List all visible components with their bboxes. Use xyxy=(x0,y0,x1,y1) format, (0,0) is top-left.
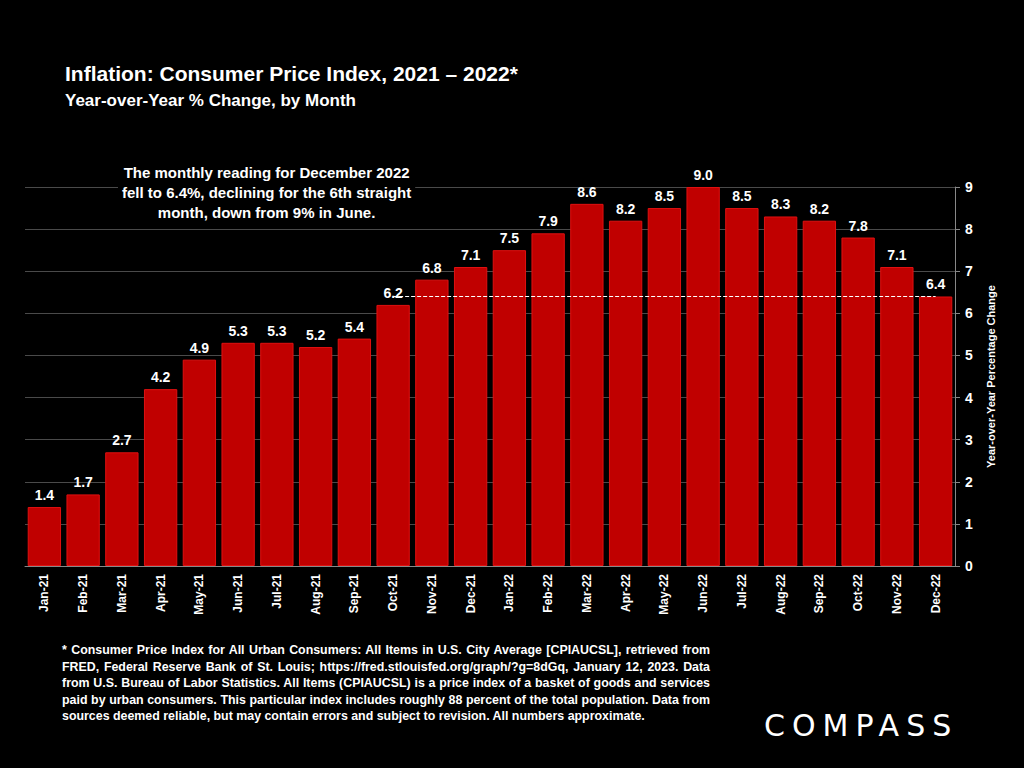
svg-text:2.7: 2.7 xyxy=(112,432,132,448)
svg-text:Dec-22: Dec-22 xyxy=(929,574,943,614)
svg-text:1.4: 1.4 xyxy=(35,487,55,503)
svg-text:Sep-21: Sep-21 xyxy=(347,574,361,614)
svg-text:5.4: 5.4 xyxy=(345,319,365,335)
svg-text:May-21: May-21 xyxy=(192,574,206,615)
svg-text:8.2: 8.2 xyxy=(616,201,636,217)
svg-text:5: 5 xyxy=(965,347,973,363)
svg-text:9: 9 xyxy=(965,179,973,195)
svg-text:Jul-21: Jul-21 xyxy=(270,574,284,609)
svg-text:8: 8 xyxy=(965,221,973,237)
svg-text:4.9: 4.9 xyxy=(190,340,210,356)
svg-text:5.3: 5.3 xyxy=(267,323,287,339)
html-text:* Consumer Price Index for All: * Consumer Price Index for All Urban Con… xyxy=(62,643,710,723)
svg-text:Year-over-Year % Change, by Mo: Year-over-Year % Change, by Month xyxy=(65,91,356,110)
svg-text:Jan-21: Jan-21 xyxy=(37,574,51,612)
svg-text:5.3: 5.3 xyxy=(228,323,248,339)
svg-text:4.2: 4.2 xyxy=(151,369,171,385)
svg-text:6.2: 6.2 xyxy=(383,285,403,301)
svg-text:Jul-22: Jul-22 xyxy=(735,574,749,609)
svg-text:6: 6 xyxy=(965,305,973,321)
svg-text:9.0: 9.0 xyxy=(693,167,713,183)
svg-text:Oct-22: Oct-22 xyxy=(851,574,865,612)
svg-text:8.3: 8.3 xyxy=(771,196,791,212)
svg-text:Mar-22: Mar-22 xyxy=(580,574,594,613)
svg-text:month, down from 9% in June.: month, down from 9% in June. xyxy=(158,204,376,221)
svg-text:1: 1 xyxy=(965,516,973,532)
svg-text:Feb-21: Feb-21 xyxy=(76,574,90,613)
svg-text:Jun-21: Jun-21 xyxy=(231,574,245,613)
svg-text:Jan-22: Jan-22 xyxy=(502,574,516,612)
svg-text:Feb-22: Feb-22 xyxy=(541,574,555,613)
svg-text:Oct-21: Oct-21 xyxy=(386,574,400,612)
svg-text:Jun-22: Jun-22 xyxy=(696,574,710,613)
svg-text:7.8: 7.8 xyxy=(848,218,868,234)
svg-text:2: 2 xyxy=(965,474,973,490)
svg-text:7.1: 7.1 xyxy=(461,247,481,263)
svg-text:Aug-21: Aug-21 xyxy=(309,574,323,615)
svg-text:5.2: 5.2 xyxy=(306,327,326,343)
svg-text:Nov-22: Nov-22 xyxy=(890,574,904,614)
svg-text:The monthly reading for Decemb: The monthly reading for December 2022 xyxy=(124,164,410,181)
html-text:COMPASS: COMPASS xyxy=(764,708,959,743)
svg-text:Nov-21: Nov-21 xyxy=(425,574,439,614)
svg-text:fell to 6.4%, declining for th: fell to 6.4%, declining for the 6th stra… xyxy=(122,184,411,201)
svg-text:4: 4 xyxy=(965,390,973,406)
svg-text:Sep-22: Sep-22 xyxy=(812,574,826,614)
svg-text:8.2: 8.2 xyxy=(810,201,830,217)
svg-text:7.9: 7.9 xyxy=(538,213,558,229)
svg-text:Apr-22: Apr-22 xyxy=(619,574,633,612)
svg-text:Apr-21: Apr-21 xyxy=(154,574,168,612)
svg-text:7: 7 xyxy=(965,263,973,279)
svg-text:Dec-21: Dec-21 xyxy=(464,574,478,614)
svg-text:8.6: 8.6 xyxy=(577,184,597,200)
svg-text:7.1: 7.1 xyxy=(887,247,907,263)
svg-text:Aug-22: Aug-22 xyxy=(774,574,788,615)
svg-text:7.5: 7.5 xyxy=(500,230,520,246)
svg-text:6.4: 6.4 xyxy=(926,276,946,292)
svg-text:May-22: May-22 xyxy=(657,574,671,615)
svg-text:8.5: 8.5 xyxy=(655,188,675,204)
svg-text:Inflation: Consumer Price Inde: Inflation: Consumer Price Index, 2021 – … xyxy=(65,62,519,85)
svg-text:3: 3 xyxy=(965,432,973,448)
svg-text:0: 0 xyxy=(965,558,973,574)
svg-text:6.8: 6.8 xyxy=(422,260,442,276)
svg-text:Year-over-Year Percentage Chan: Year-over-Year Percentage Change xyxy=(985,285,997,468)
svg-text:1.7: 1.7 xyxy=(73,474,93,490)
svg-text:Mar-21: Mar-21 xyxy=(115,574,129,613)
svg-text:8.5: 8.5 xyxy=(732,188,752,204)
